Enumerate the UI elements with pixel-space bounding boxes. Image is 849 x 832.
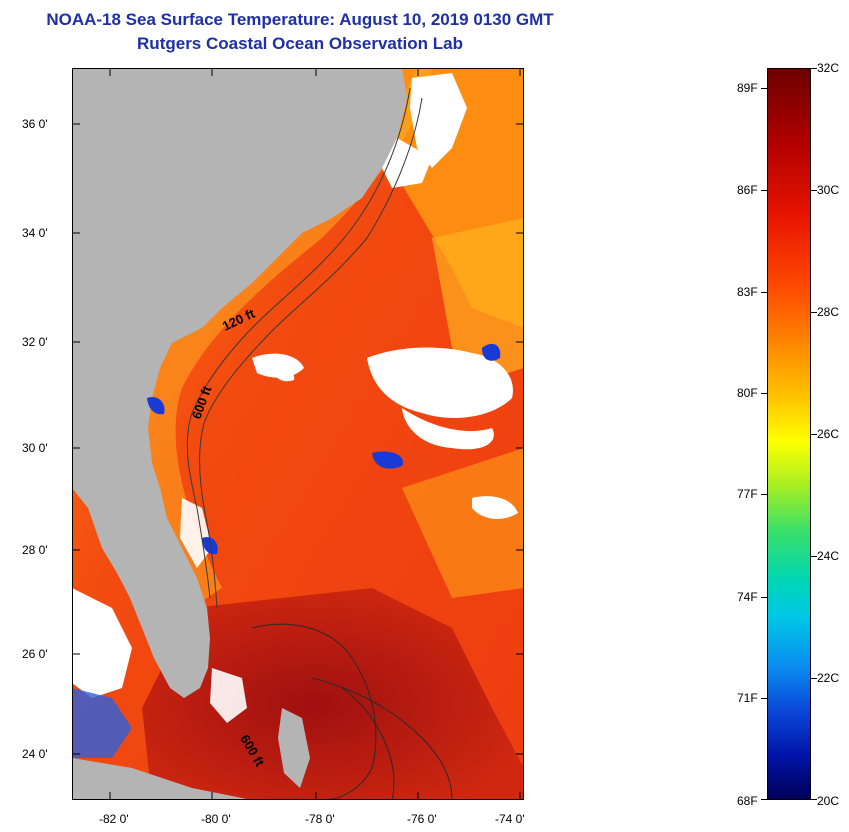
colorbar-label-28c: 28C — [817, 305, 840, 319]
lon-label-74: -74 0' — [495, 812, 525, 826]
cool-blue-patch-4 — [147, 396, 165, 415]
colorbar-gradient — [767, 68, 811, 800]
hot-region-bahamas — [142, 588, 524, 800]
cool-patch-southeast — [402, 448, 524, 598]
colorbar-label-77f: 77F — [737, 487, 758, 501]
land-bahamas-andros — [278, 708, 310, 788]
cloud-north-coast — [382, 138, 432, 188]
lat-label-36: 36 0' — [22, 117, 48, 131]
lat-label-32: 32 0' — [22, 335, 48, 349]
colorbar-label-32c: 32C — [817, 61, 840, 75]
lat-label-26: 26 0' — [22, 647, 48, 661]
coastal-band — [132, 68, 432, 608]
cool-patch-east — [432, 218, 524, 378]
colorbar-label-74f: 74F — [737, 590, 758, 604]
cool-blue-patch-1 — [372, 451, 403, 469]
colorbar-label-24c: 24C — [817, 549, 840, 563]
contour-bahamas-1 — [251, 623, 377, 800]
cloud-bahamas — [210, 668, 247, 723]
lon-label-80: -80 0' — [201, 812, 231, 826]
colorbar-label-26c: 26C — [817, 427, 840, 441]
map-ticks — [72, 68, 524, 800]
lon-label-76: -76 0' — [407, 812, 437, 826]
lat-label-34: 34 0' — [22, 226, 48, 240]
cloud-east-small — [402, 408, 494, 450]
contour-120ft — [186, 87, 411, 599]
cloud-east-large — [367, 347, 513, 418]
cool-blue-patch-2 — [482, 343, 501, 361]
contour-bahamas-3 — [341, 687, 395, 800]
cloud-mid-2 — [272, 367, 295, 382]
cool-blue-patch-5 — [72, 688, 132, 758]
cloud-southwest — [72, 588, 132, 698]
lon-label-82: -82 0' — [99, 812, 129, 826]
land-cuba — [72, 758, 252, 800]
colorbar-label-68f: 68F — [737, 794, 758, 808]
contour-600ft — [199, 97, 423, 609]
cloud-northeast — [410, 73, 467, 168]
colorbar-label-71f: 71F — [737, 691, 758, 705]
lon-label-78: -78 0' — [305, 812, 335, 826]
sst-map-graphic: 120 ft 600 ft 600 ft — [72, 68, 524, 800]
sst-map: 120 ft 600 ft 600 ft — [72, 68, 524, 800]
colorbar-label-86f: 86F — [737, 183, 758, 197]
temperature-colorbar — [767, 68, 811, 800]
colorbar-label-22c: 22C — [817, 671, 840, 685]
colorbar-label-80f: 80F — [737, 386, 758, 400]
cloud-southeast-1 — [472, 496, 518, 520]
colorbar-label-20c: 20C — [817, 794, 840, 808]
map-title: NOAA-18 Sea Surface Temperature: August … — [46, 10, 554, 29]
land-us-southeast — [72, 68, 407, 698]
colorbar-label-30c: 30C — [817, 183, 840, 197]
lat-label-24: 24 0' — [22, 747, 48, 761]
lat-label-30: 30 0' — [22, 441, 48, 455]
lat-label-28: 28 0' — [22, 543, 48, 557]
colorbar-label-89f: 89F — [737, 81, 758, 95]
map-subtitle: Rutgers Coastal Ocean Observation Lab — [137, 34, 463, 53]
cool-blue-patch-3 — [202, 536, 218, 555]
contour-bahamas-2 — [311, 677, 453, 800]
colorbar-label-83f: 83F — [737, 285, 758, 299]
